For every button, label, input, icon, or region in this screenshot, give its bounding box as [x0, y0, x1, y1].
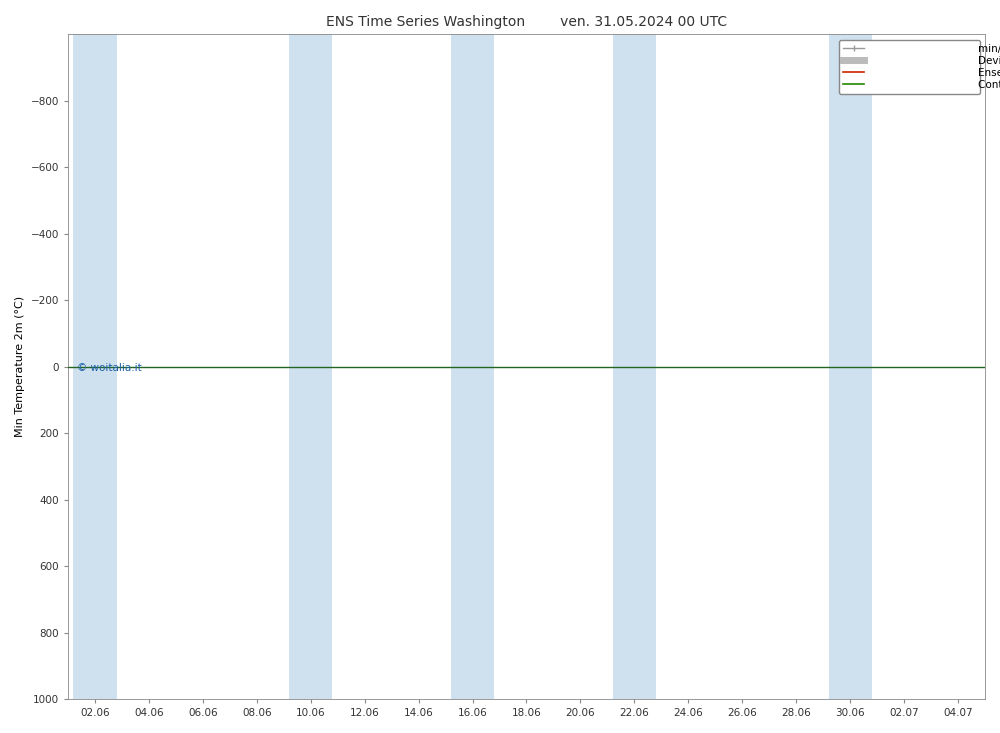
Y-axis label: Min Temperature 2m (°C): Min Temperature 2m (°C)	[15, 296, 25, 437]
Bar	[73, 34, 117, 699]
Legend: min/max, Deviazione standard, Ensemble mean run, Controll run: min/max, Deviazione standard, Ensemble m…	[839, 40, 980, 94]
Bar	[613, 34, 656, 699]
Text: © woitalia.it: © woitalia.it	[77, 364, 142, 373]
Bar	[451, 34, 494, 699]
Bar	[829, 34, 872, 699]
Bar	[289, 34, 332, 699]
Title: ENS Time Series Washington        ven. 31.05.2024 00 UTC: ENS Time Series Washington ven. 31.05.20…	[326, 15, 727, 29]
